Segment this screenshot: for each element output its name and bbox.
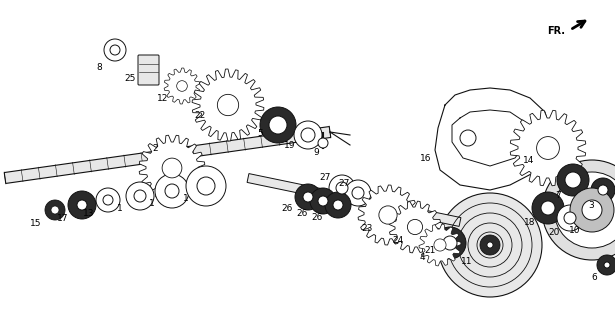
Text: 10: 10 [569,226,581,235]
Circle shape [604,262,610,268]
Circle shape [269,116,287,134]
Circle shape [336,182,348,194]
Polygon shape [192,69,264,141]
Text: 3: 3 [588,201,594,210]
Circle shape [532,192,564,224]
Text: 21: 21 [424,245,435,254]
Text: 12: 12 [157,93,169,102]
Circle shape [110,45,120,55]
Circle shape [68,191,96,219]
Text: 8: 8 [96,62,102,71]
Circle shape [318,196,328,206]
Text: 27: 27 [338,179,350,188]
Text: FR.: FR. [547,26,565,36]
Text: 26: 26 [311,212,323,221]
Circle shape [407,220,423,235]
Circle shape [557,164,589,196]
Text: 17: 17 [57,213,69,222]
Polygon shape [247,173,461,227]
Circle shape [542,160,615,260]
Circle shape [260,107,296,143]
Text: 13: 13 [83,209,95,218]
FancyBboxPatch shape [138,55,159,85]
Circle shape [303,192,313,202]
Circle shape [51,206,59,214]
Text: 27: 27 [319,172,331,181]
Polygon shape [164,68,200,104]
Text: 26: 26 [281,204,293,212]
Circle shape [379,206,397,224]
Circle shape [165,184,179,198]
Circle shape [333,200,343,210]
Circle shape [598,185,608,195]
Circle shape [217,94,239,116]
Text: 14: 14 [523,156,534,164]
Circle shape [310,188,336,214]
Polygon shape [389,201,441,253]
Text: 9: 9 [313,148,319,156]
Circle shape [537,137,560,159]
Polygon shape [4,126,331,183]
Circle shape [582,200,602,220]
Circle shape [104,39,126,61]
Circle shape [197,177,215,195]
Polygon shape [358,185,418,245]
Circle shape [96,188,120,212]
Circle shape [294,121,322,149]
Circle shape [155,174,189,208]
Text: 24: 24 [392,236,403,244]
Circle shape [186,166,226,206]
Circle shape [325,192,351,218]
Text: 15: 15 [30,219,42,228]
Text: 5: 5 [257,129,263,138]
Circle shape [162,158,182,178]
Text: 19: 19 [284,140,296,149]
Text: 18: 18 [524,218,536,227]
Circle shape [126,182,154,210]
Polygon shape [419,224,461,266]
Circle shape [352,187,364,199]
Text: 1: 1 [183,194,189,203]
Circle shape [557,205,583,231]
Text: 2: 2 [152,143,158,153]
Text: 4: 4 [419,253,425,262]
Text: 1: 1 [149,198,155,207]
Text: 1: 1 [117,204,123,212]
Circle shape [434,227,466,259]
Circle shape [541,201,555,215]
Circle shape [570,188,614,232]
Text: 26: 26 [296,209,308,218]
Circle shape [295,184,321,210]
Circle shape [565,172,581,188]
Circle shape [134,190,146,202]
Circle shape [177,81,188,91]
Circle shape [554,172,615,248]
Circle shape [103,195,113,205]
Circle shape [45,200,65,220]
Circle shape [597,255,615,275]
Text: 6: 6 [591,274,597,283]
Circle shape [487,242,493,248]
Text: 16: 16 [420,154,432,163]
Circle shape [564,212,576,224]
Text: 23: 23 [362,223,373,233]
Text: 20: 20 [549,228,560,236]
Circle shape [329,175,355,201]
Circle shape [345,180,371,206]
Text: 7: 7 [555,190,561,199]
Circle shape [443,236,457,250]
Text: 11: 11 [461,258,473,267]
Circle shape [438,193,542,297]
Circle shape [301,128,315,142]
Circle shape [591,178,615,202]
Circle shape [480,235,500,255]
Circle shape [77,200,87,210]
Circle shape [318,138,328,148]
Circle shape [434,239,446,251]
Text: 25: 25 [124,74,136,83]
Polygon shape [139,135,205,201]
Text: 22: 22 [194,110,205,119]
Polygon shape [510,110,585,186]
